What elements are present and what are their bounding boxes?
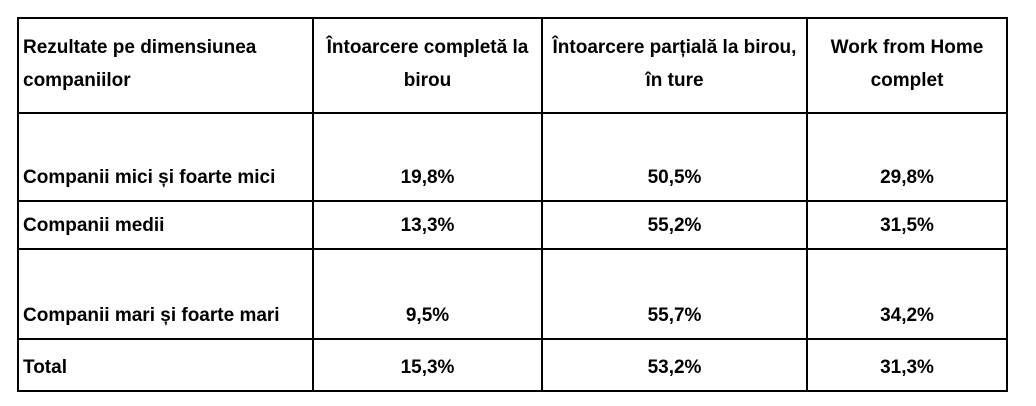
header-cell: Întoarcere parțială la birou, în ture — [541, 17, 808, 114]
table-body: Rezultate pe dimensiunea companiilor Înto… — [17, 17, 1008, 392]
data-row: Companii mari și foarte mari 9,5% 55,7% 34,… — [17, 248, 1008, 340]
header-cell: Rezultate pe dimensiunea companiilor — [17, 17, 314, 114]
results-table: Rezultate pe dimensiunea companiilor Înto… — [17, 17, 1008, 392]
row-label: Companii mari și foarte mari — [17, 248, 314, 340]
row-label: Companii mici și foarte mici — [17, 112, 314, 202]
row-label: Total — [17, 338, 314, 392]
value-cell: 9,5% — [312, 248, 543, 340]
value-cell: 53,2% — [541, 338, 808, 392]
value-cell: 31,3% — [806, 338, 1008, 392]
value-cell: 19,8% — [312, 112, 543, 202]
data-row: Companii mici și foarte mici 19,8% 50,5% 29… — [17, 112, 1008, 202]
value-cell: 15,3% — [312, 338, 543, 392]
value-cell: 31,5% — [806, 200, 1008, 250]
header-cell: Work from Home complet — [806, 17, 1008, 114]
value-cell: 55,2% — [541, 200, 808, 250]
data-row: Companii medii 13,3% 55,2% 31,5% — [17, 200, 1008, 250]
value-cell: 55,7% — [541, 248, 808, 340]
value-cell: 34,2% — [806, 248, 1008, 340]
value-cell: 29,8% — [806, 112, 1008, 202]
data-row: Total 15,3% 53,2% 31,3% — [17, 338, 1008, 392]
value-cell: 50,5% — [541, 112, 808, 202]
row-label: Companii medii — [17, 200, 314, 250]
header-cell: Întoarcere completă la birou — [312, 17, 543, 114]
header-row: Rezultate pe dimensiunea companiilor Înto… — [17, 17, 1008, 114]
value-cell: 13,3% — [312, 200, 543, 250]
